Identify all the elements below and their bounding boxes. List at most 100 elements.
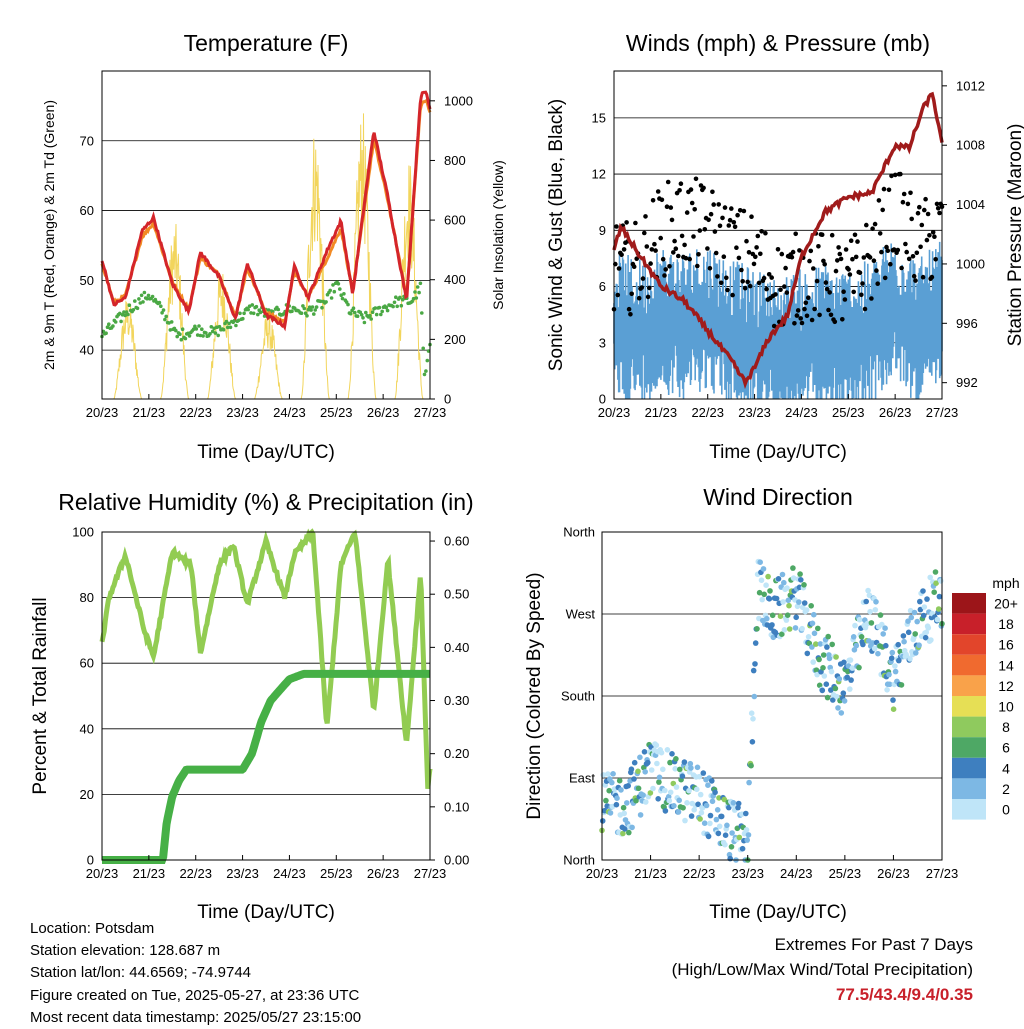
winds-y-right-tick-label: 1004 bbox=[956, 197, 985, 212]
gust-point bbox=[895, 247, 901, 253]
dewpoint-point bbox=[247, 304, 252, 309]
dewpoint-point bbox=[394, 295, 398, 300]
gust-point bbox=[903, 241, 908, 247]
gust-point bbox=[852, 232, 858, 238]
dewpoint-point bbox=[215, 325, 219, 330]
direction-point bbox=[696, 773, 703, 780]
gust-point bbox=[729, 206, 734, 211]
direction-point bbox=[895, 641, 901, 648]
direction-point bbox=[694, 764, 701, 771]
dewpoint-point bbox=[361, 316, 365, 320]
gust-point bbox=[684, 210, 690, 215]
dewpoint-point bbox=[242, 311, 246, 316]
dewpoint-point bbox=[227, 321, 231, 326]
gust-point bbox=[736, 255, 742, 261]
gust-point bbox=[725, 287, 730, 293]
winds-x-tick-label: 21/23 bbox=[645, 405, 678, 420]
dewpoint-point bbox=[336, 282, 341, 286]
gust-point bbox=[732, 224, 738, 230]
direction-point bbox=[697, 791, 704, 798]
direction-point bbox=[607, 810, 614, 816]
direction-point bbox=[680, 805, 686, 811]
dewpoint-point bbox=[146, 293, 151, 298]
gust-point bbox=[642, 230, 647, 236]
temperature-title: Temperature (F) bbox=[184, 30, 349, 56]
gust-point bbox=[688, 187, 694, 192]
direction-point bbox=[848, 677, 854, 683]
gust-point bbox=[636, 295, 642, 301]
humidity-y-tick-label: 20 bbox=[80, 787, 94, 802]
direction-point bbox=[801, 600, 808, 606]
direction-point bbox=[852, 622, 858, 629]
gust-point bbox=[726, 223, 732, 228]
dewpoint-point bbox=[119, 319, 123, 324]
direction-point bbox=[716, 795, 722, 801]
gust-point bbox=[645, 294, 651, 300]
winds-y-right-tick-label: 1008 bbox=[956, 138, 985, 153]
direction-point bbox=[931, 589, 937, 595]
direction-point bbox=[886, 671, 892, 678]
direction-point bbox=[631, 776, 637, 782]
gust-point bbox=[829, 232, 835, 238]
direction-point bbox=[624, 800, 630, 806]
gust-point bbox=[673, 246, 679, 251]
dewpoint-point bbox=[122, 310, 126, 314]
direction-point bbox=[892, 668, 899, 675]
dewpoint-point bbox=[201, 334, 205, 338]
humidity-axes: 0 20 40 60 80 100 0.00 0.10 0.20 0.30 0.40 0.50 0.60… bbox=[72, 525, 469, 882]
direction-point bbox=[883, 642, 889, 649]
gust-point bbox=[869, 296, 874, 301]
speed-legend-swatch bbox=[952, 716, 986, 738]
gust-point bbox=[769, 275, 774, 280]
direction-point bbox=[670, 780, 677, 787]
speed-legend-label: 16 bbox=[998, 637, 1014, 653]
winds-plot bbox=[611, 91, 945, 399]
gust-point bbox=[838, 256, 844, 262]
gust-point bbox=[643, 214, 648, 219]
gust-point bbox=[814, 278, 820, 284]
gust-point bbox=[662, 273, 667, 278]
direction-point bbox=[820, 652, 827, 658]
direction-point bbox=[714, 807, 721, 813]
direction-point bbox=[757, 559, 763, 565]
dewpoint-point bbox=[250, 303, 255, 307]
temperature-y-right-tick-label: 1000 bbox=[444, 93, 473, 108]
dewpoint-point bbox=[183, 336, 188, 341]
direction-point bbox=[758, 577, 765, 583]
dewpoint-point bbox=[377, 305, 382, 310]
direction-point bbox=[654, 760, 660, 767]
gust-point bbox=[843, 247, 849, 252]
direction-point bbox=[648, 767, 655, 773]
gust-point bbox=[919, 222, 925, 228]
direction-point bbox=[673, 756, 679, 762]
direction-point bbox=[769, 622, 775, 628]
dewpoint-point bbox=[420, 311, 424, 315]
speed-legend-label: 20+ bbox=[994, 596, 1018, 612]
gust-point bbox=[621, 247, 627, 252]
gust-point bbox=[809, 317, 815, 323]
dewpoint-point bbox=[384, 305, 389, 310]
dewpoint-point bbox=[145, 296, 149, 301]
direction-point bbox=[810, 659, 816, 665]
direction-point bbox=[628, 766, 635, 772]
winds-panel: Winds (mph) & Pressure (mb) Sonic Wind &… bbox=[546, 30, 1024, 463]
direction-point bbox=[781, 579, 787, 586]
direction-point bbox=[908, 614, 915, 621]
direction-point bbox=[613, 801, 620, 808]
direction-point bbox=[603, 797, 609, 804]
gust-point bbox=[742, 285, 748, 291]
direction-point bbox=[620, 830, 626, 837]
direction-point bbox=[801, 582, 807, 588]
direction-point bbox=[832, 685, 839, 692]
direction-point bbox=[655, 796, 661, 802]
dewpoint-point bbox=[197, 324, 201, 328]
direction-point bbox=[707, 812, 714, 819]
direction-point bbox=[606, 787, 612, 794]
gust-point bbox=[658, 235, 663, 241]
humidity-frame bbox=[101, 531, 431, 861]
dewpoint-point bbox=[373, 306, 378, 310]
gust-point bbox=[877, 231, 883, 236]
temperature-y-tick-label: 70 bbox=[80, 133, 94, 148]
station-elevation: Station elevation: 128.687 m bbox=[30, 942, 221, 960]
